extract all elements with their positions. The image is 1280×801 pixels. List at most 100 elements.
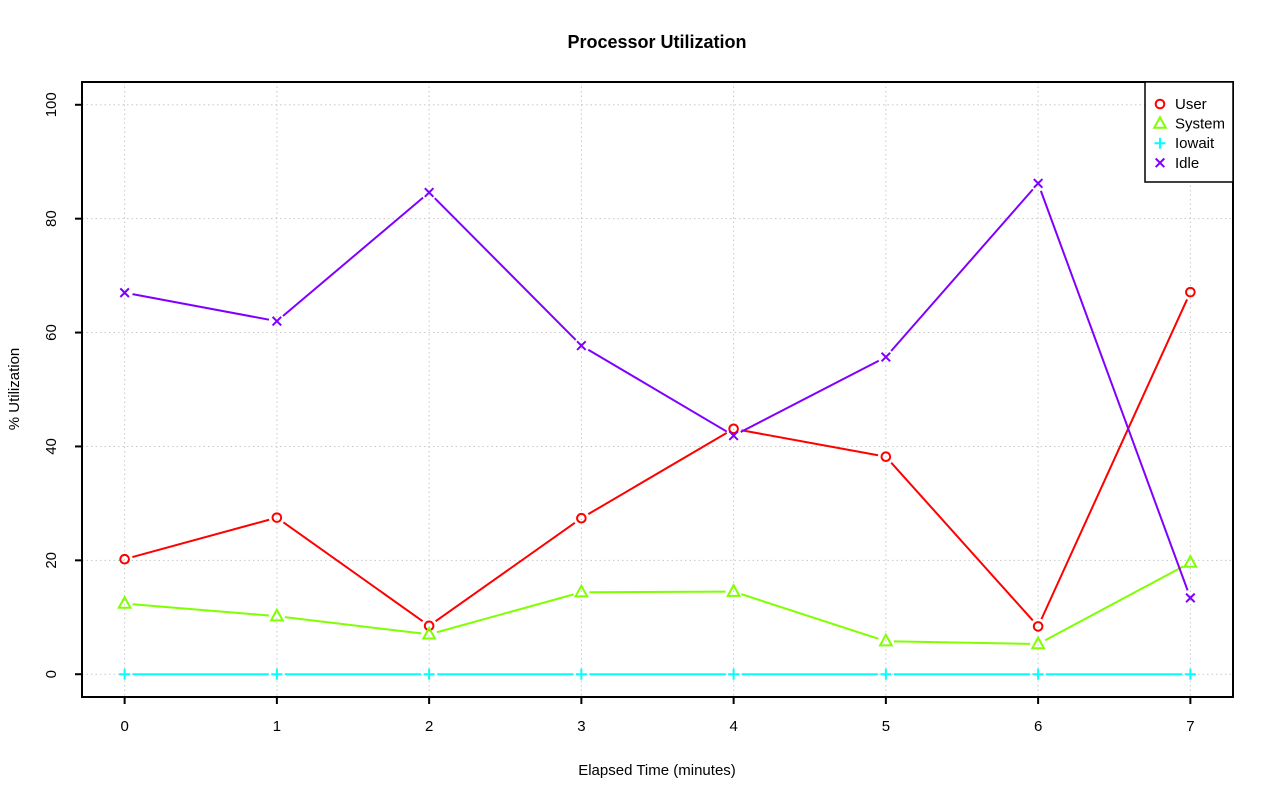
triangle-marker	[726, 583, 742, 597]
series-iowait	[119, 668, 1196, 680]
marker-shape	[117, 595, 133, 609]
marker-shape	[1154, 157, 1166, 168]
series-line-segment	[282, 196, 424, 317]
triangle-marker	[117, 595, 133, 609]
marker-shape	[424, 187, 435, 198]
marker-shape	[1185, 592, 1196, 603]
grid-lines	[82, 82, 1233, 697]
series-line-segment	[132, 518, 270, 559]
data-series	[117, 178, 1198, 680]
marker-shape	[271, 512, 283, 523]
y-tick-label: 80	[43, 210, 60, 227]
series-line-segment	[741, 429, 879, 457]
series-idle	[119, 178, 1196, 603]
circle-marker	[271, 512, 283, 523]
series-line-segment	[890, 188, 1034, 352]
plus-marker	[575, 668, 587, 680]
circle-marker	[728, 423, 739, 435]
marker-shape	[119, 668, 131, 680]
series-line-segment	[587, 431, 728, 516]
circle-marker	[119, 553, 130, 565]
circle-marker	[576, 512, 587, 524]
plus-marker	[119, 668, 131, 680]
triangle-marker	[1182, 554, 1198, 568]
marker-shape	[1154, 98, 1166, 110]
series-line-segment	[890, 461, 1034, 622]
plus-marker	[880, 668, 892, 680]
x-marker	[1154, 157, 1166, 168]
plus-marker	[1184, 668, 1196, 680]
marker-shape	[119, 287, 130, 298]
circle-marker	[880, 451, 892, 462]
legend-label: Idle	[1175, 155, 1199, 172]
series-line-segment	[284, 616, 422, 635]
marker-shape	[575, 668, 587, 680]
series-line-segment	[893, 640, 1031, 645]
plus-marker	[728, 668, 740, 680]
plus-marker	[1154, 137, 1166, 149]
y-axis-label: % Utilization	[6, 348, 23, 431]
series-line-segment	[436, 593, 574, 634]
marker-shape	[728, 423, 739, 435]
circle-marker	[1154, 98, 1166, 110]
marker-shape	[880, 451, 892, 462]
x-marker	[1033, 178, 1044, 189]
x-marker	[424, 187, 435, 198]
triangle-marker	[421, 625, 437, 640]
marker-shape	[421, 625, 437, 640]
marker-shape	[728, 430, 739, 441]
x-tick-label: 5	[882, 718, 890, 735]
plus-marker	[1032, 668, 1044, 680]
marker-shape	[119, 553, 130, 565]
x-marker	[728, 430, 739, 441]
marker-shape	[423, 668, 435, 680]
marker-shape	[1152, 115, 1168, 129]
triangle-marker	[1030, 635, 1046, 650]
x-tick-label: 3	[577, 718, 585, 735]
axis-ticks	[75, 103, 1192, 704]
marker-shape	[423, 620, 435, 632]
legend-box	[1144, 81, 1234, 183]
x-marker	[271, 316, 282, 327]
triangle-marker	[269, 607, 285, 622]
x-tick-label: 7	[1186, 718, 1194, 735]
triangle-marker	[573, 583, 589, 598]
marker-shape	[1033, 178, 1044, 189]
series-line-segment	[435, 521, 576, 623]
marker-shape	[576, 340, 587, 351]
triangle-marker	[1152, 115, 1168, 129]
series-line-segment	[587, 348, 728, 433]
x-tick-label: 4	[729, 718, 737, 735]
series-line-segment	[589, 590, 726, 594]
y-tick-label: 60	[43, 324, 60, 341]
marker-shape	[880, 668, 892, 680]
circle-marker	[1032, 621, 1044, 632]
series-line-segment	[740, 359, 880, 433]
marker-shape	[576, 512, 587, 524]
plus-marker	[423, 668, 435, 680]
y-tick-label: 0	[43, 670, 60, 678]
series-line-segment	[740, 593, 879, 640]
marker-shape	[878, 632, 894, 647]
marker-shape	[728, 668, 740, 680]
circle-marker	[1185, 286, 1196, 298]
marker-shape	[1030, 635, 1046, 650]
marker-shape	[1185, 286, 1196, 298]
marker-shape	[1032, 621, 1044, 632]
marker-shape	[1182, 554, 1198, 568]
marker-shape	[1154, 137, 1166, 149]
series-line-segment	[132, 603, 269, 617]
x-tick-label: 1	[273, 718, 281, 735]
x-marker	[576, 340, 587, 351]
marker-shape	[726, 583, 742, 597]
x-tick-label: 0	[120, 718, 128, 735]
y-tick-label: 20	[43, 552, 60, 569]
legend-label: Iowait	[1175, 135, 1215, 152]
x-marker	[119, 287, 130, 298]
x-axis-label: Elapsed Time (minutes)	[578, 762, 736, 779]
x-tick-label: 6	[1034, 718, 1042, 735]
triangle-marker	[878, 632, 894, 647]
marker-shape	[1032, 668, 1044, 680]
